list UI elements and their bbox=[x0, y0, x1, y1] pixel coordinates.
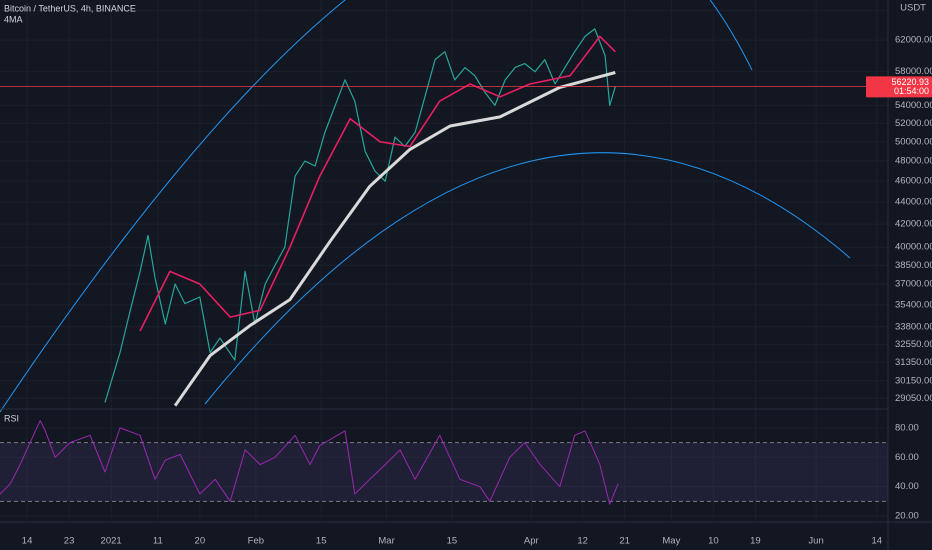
x-tick-label: 2021 bbox=[101, 536, 122, 547]
y-tick-label: 46000.00 bbox=[895, 176, 932, 187]
y-tick-label: 32550.00 bbox=[895, 339, 932, 350]
y-tick-label: 40.00 bbox=[895, 481, 919, 492]
y-tick-label: 33800.00 bbox=[895, 321, 932, 332]
indicator-label: 4MA bbox=[4, 14, 23, 24]
symbol-title: Bitcoin / TetherUS, 4h, BINANCE bbox=[4, 3, 136, 13]
x-tick-label: May bbox=[662, 536, 680, 547]
x-tick-label: 14 bbox=[22, 536, 33, 547]
countdown-label: 01:54:00 bbox=[894, 86, 929, 96]
x-tick-label: 10 bbox=[708, 536, 719, 547]
y-tick-label: 30150.00 bbox=[895, 375, 932, 386]
series-line bbox=[139, 35, 616, 332]
y-tick-label: 35400.00 bbox=[895, 299, 932, 310]
y-tick-label: 42000.00 bbox=[895, 219, 932, 230]
series-line bbox=[104, 28, 616, 403]
axis-unit-bg bbox=[889, 0, 932, 16]
y-tick-label: 20.00 bbox=[895, 511, 919, 522]
x-tick-label: 12 bbox=[577, 536, 588, 547]
x-tick-label: 20 bbox=[195, 536, 206, 547]
x-tick-label: 15 bbox=[316, 536, 327, 547]
last-price-label: 56220.93 bbox=[891, 77, 929, 87]
x-tick-label: 15 bbox=[447, 536, 458, 547]
y-tick-label: 31350.00 bbox=[895, 357, 932, 368]
x-tick-label: 21 bbox=[619, 536, 630, 547]
last-price-box bbox=[866, 76, 932, 98]
y-tick-label: 58000.00 bbox=[895, 66, 932, 77]
y-tick-label: 40000.00 bbox=[895, 242, 932, 253]
series-line bbox=[0, 420, 619, 505]
y-tick-label: 44000.00 bbox=[895, 197, 932, 208]
x-tick-label: Jun bbox=[808, 536, 823, 547]
x-tick-label: 11 bbox=[153, 536, 163, 547]
y-tick-label: 54000.00 bbox=[895, 100, 932, 111]
x-tick-label: 19 bbox=[750, 536, 761, 547]
rsi-label: RSI bbox=[4, 413, 19, 423]
y-tick-label: 29050.00 bbox=[895, 393, 932, 404]
y-tick-label: 38500.00 bbox=[895, 260, 932, 271]
y-tick-label: 60.00 bbox=[895, 452, 919, 463]
y-axis-label: USDT bbox=[900, 3, 926, 14]
series-line bbox=[173, 71, 616, 407]
x-tick-label: Mar bbox=[378, 536, 394, 547]
y-tick-label: 37000.00 bbox=[895, 279, 932, 290]
arc-upper bbox=[0, 0, 753, 413]
x-tick-label: Apr bbox=[524, 536, 539, 547]
x-tick-label: Feb bbox=[248, 536, 264, 547]
y-tick-label: 62000.00 bbox=[895, 35, 932, 46]
rsi-band bbox=[0, 442, 888, 502]
grid bbox=[0, 0, 888, 522]
x-tick-label: 23 bbox=[64, 536, 75, 547]
x-tick-label: 14 bbox=[872, 536, 883, 547]
arc-lower bbox=[204, 152, 851, 405]
y-tick-label: 80.00 bbox=[895, 422, 919, 433]
y-tick-label: 48000.00 bbox=[895, 156, 932, 167]
y-tick-label: 52000.00 bbox=[895, 118, 932, 129]
y-tick-label: 50000.00 bbox=[895, 136, 932, 147]
